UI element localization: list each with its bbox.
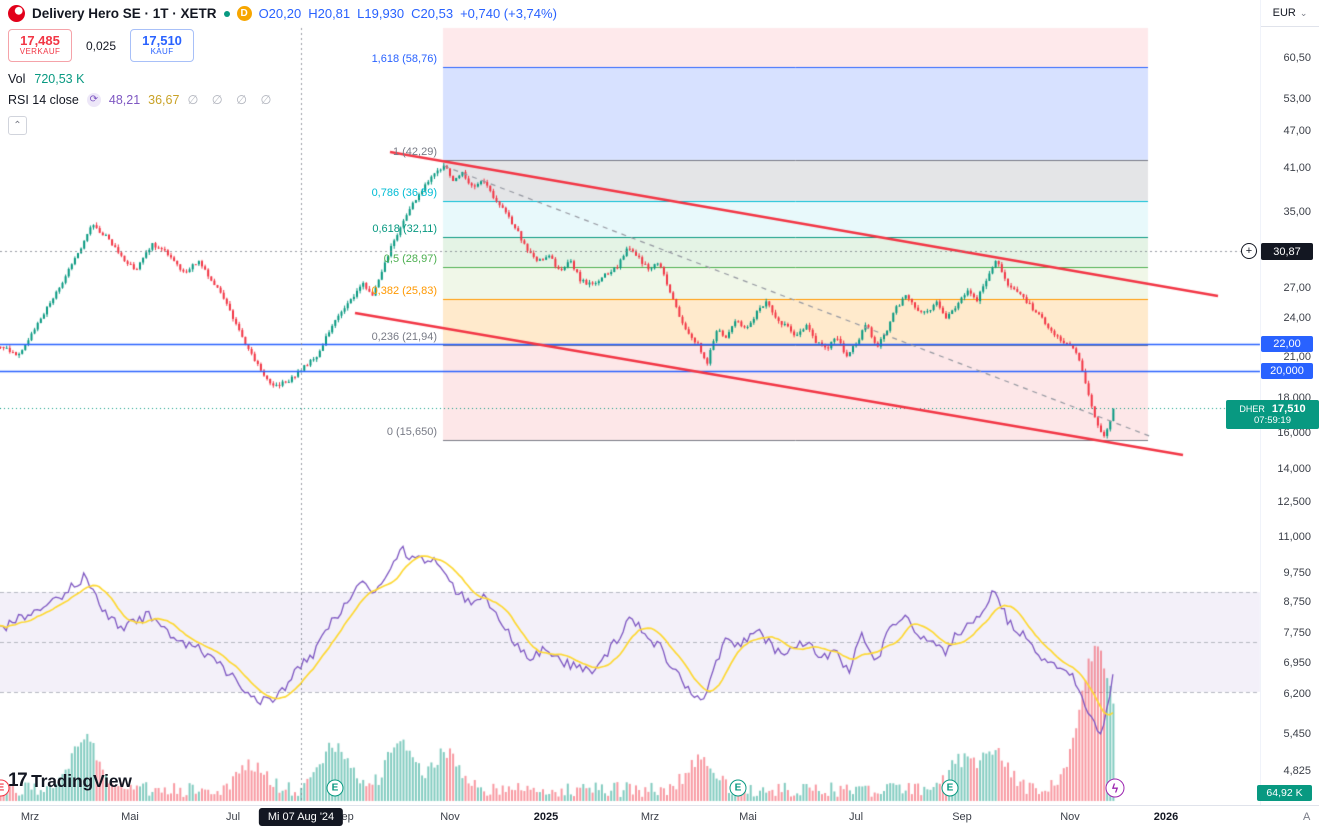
time-axis-label: Mai [739,811,757,823]
earnings-event-icon[interactable]: E [729,779,747,797]
hline-price-badge-20: 20,000 [1261,363,1313,379]
time-axis-label: Mrz [20,811,40,823]
market-open-dot-icon [223,10,230,17]
fib-level-label: 1 (42,29) [392,145,437,158]
flash-event-icon[interactable]: ϟ [1105,778,1125,798]
fib-level-label: 0 (15,650) [386,426,437,439]
buy-button[interactable]: 17,510 KAUF [130,29,195,62]
price-axis-label: 60,50 [1283,52,1311,64]
symbol-logo-icon [8,5,25,22]
spread-value: 0,025 [86,38,117,53]
fib-level-label: 1,618 (58,76) [371,53,437,66]
volume-legend-value: 720,53 K [34,72,85,86]
order-panel: 17,485 VERKAUF 0,025 17,510 KAUF [8,29,557,62]
sell-label: VERKAUF [19,47,61,57]
earnings-event-icon[interactable]: E [326,779,344,797]
volume-legend-label: Vol [8,72,26,86]
price-axis-label: 35,00 [1283,206,1311,218]
last-price-value: 17,510 [1271,403,1306,416]
time-axis-label: Nov [1060,811,1080,823]
time-axis[interactable]: Mi 07 Aug '24 A Mrz Mai Jul Sep Nov 2025 Mrz Ma… [0,805,1319,829]
buy-label: KAUF [150,47,174,57]
rsi-value-2: 36,67 [148,92,180,107]
rsi-refresh-icon: ⟳ [86,92,101,107]
price-axis-label: 12,500 [1277,496,1311,508]
symbol-title[interactable]: Delivery Hero SE · 1T · XETR [32,6,217,21]
chart-legend: Delivery Hero SE · 1T · XETR D O20,20 H2… [8,5,557,135]
ohlc-high: H20,81 [308,6,351,21]
price-axis-label: 5,450 [1283,728,1311,740]
price-axis-label: 16,000 [1277,427,1311,439]
volume-value-badge: 64,92 K [1257,785,1312,801]
time-axis-label: Mrz [640,811,660,823]
price-axis-label: 9,750 [1283,567,1311,579]
sell-button[interactable]: 17,485 VERKAUF [8,29,72,62]
price-axis-label: 47,00 [1283,125,1311,137]
currency-label: EUR [1272,7,1296,19]
tradingview-wordmark: TradingView [31,770,132,791]
price-axis-label: 21,00 [1283,351,1311,363]
price-axis-label: 14,000 [1277,463,1311,475]
collapse-legend-button[interactable]: ⌃ [8,116,27,135]
tradingview-logo[interactable]: 17 TradingView [8,770,132,792]
rsi-value-1: 48,21 [108,92,141,107]
time-axis-label: Jul [225,811,241,823]
crosshair-price-badge: 30,87 [1261,243,1313,260]
tradingview-mark-icon: 17 [8,770,28,791]
rsi-legend-row[interactable]: RSI 14 close ⟳ 48,21 36,67 ∅ ∅ ∅ ∅ [8,92,557,107]
price-axis-label: 8,750 [1283,596,1311,608]
fib-level-label: 0,236 (21,94) [371,330,437,343]
last-price-badge: DHER 17,510 07:59:19 [1226,400,1319,430]
currency-selector[interactable]: EUR ⌄ [1261,0,1319,27]
fib-level-label: 0,786 (36,59) [371,186,437,199]
sell-price: 17,485 [20,33,60,49]
rsi-empty-values: ∅ ∅ ∅ ∅ [187,93,277,107]
ohlc-low: L19,930 [357,6,405,21]
fib-level-label: 0,618 (32,11) [372,223,437,236]
crosshair-date-tooltip: Mi 07 Aug '24 [258,808,344,826]
bar-countdown: 07:59:19 [1254,414,1291,426]
time-axis-label: 2025 [533,811,559,823]
price-axis-label: 4,825 [1283,765,1311,777]
last-price-symbol: DHER [1239,404,1265,415]
rsi-legend-label: RSI 14 close [8,92,79,107]
hline-price-badge-22: 22,00 [1261,336,1313,353]
add-alert-plus-button[interactable]: + [1241,243,1257,259]
price-axis-label: 41,00 [1283,162,1311,174]
auto-scale-label[interactable]: A [1303,811,1311,823]
price-axis-label: 6,950 [1283,657,1311,669]
fib-level-label: 0,5 (28,97) [383,252,437,265]
ohlc-close: C20,53 [411,6,454,21]
volume-legend-row[interactable]: Vol 720,53 K [8,72,557,86]
time-axis-label: Mai [121,811,139,823]
time-axis-label: 2026 [1153,811,1179,823]
time-axis-label: Nov [440,811,460,823]
time-axis-label: Sep [952,811,972,823]
price-axis-label: 53,00 [1283,93,1311,105]
price-axis-label: 11,000 [1278,531,1311,543]
ohlc-open: O20,20 [258,6,302,21]
symbol-row: Delivery Hero SE · 1T · XETR D O20,20 H2… [8,5,557,22]
time-axis-label: Jul [848,811,864,823]
ohlc-change: +0,740 (+3,74%) [460,6,557,21]
price-axis-label: 6,200 [1283,688,1311,700]
fib-level-label: 0,382 (25,83) [371,284,437,297]
price-axis-label: 7,750 [1283,627,1311,639]
interval-badge[interactable]: D [236,6,252,21]
ohlc-readout: O20,20 H20,81 L19,930 C20,53 +0,740 (+3,… [259,6,557,21]
price-axis-label: 27,00 [1283,282,1311,294]
earnings-event-icon[interactable]: E [941,779,959,797]
chevron-down-icon: ⌄ [1299,7,1308,18]
buy-price: 17,510 [142,33,182,49]
price-axis-label: 24,00 [1283,312,1311,324]
